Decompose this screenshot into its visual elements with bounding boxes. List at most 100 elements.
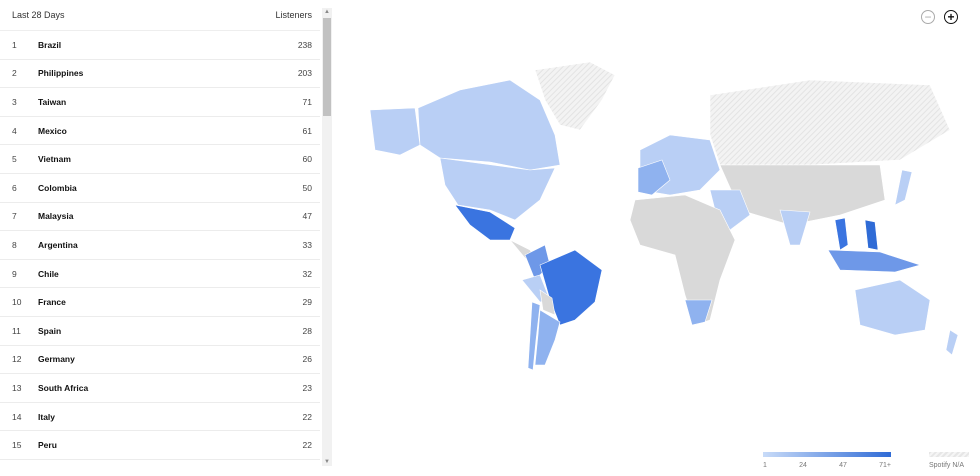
listener-count: 47 xyxy=(302,211,312,222)
country-listeners-table: Last 28 Days Listeners 1 Brazil 238 2 Philip… xyxy=(0,0,320,476)
table-header: Last 28 Days Listeners xyxy=(0,0,320,31)
rank: 11 xyxy=(12,325,21,336)
table-row[interactable]: 9 Chile 32 xyxy=(0,260,320,289)
period-header: Last 28 Days xyxy=(12,10,65,20)
rank: 13 xyxy=(12,382,22,393)
minus-circle-icon: − xyxy=(924,10,932,24)
listener-count: 29 xyxy=(302,297,312,308)
country-name: Chile xyxy=(38,268,59,279)
country-name: Malaysia xyxy=(38,211,74,222)
table-row[interactable]: 3 Taiwan 71 xyxy=(0,88,320,117)
world-map[interactable] xyxy=(340,40,980,380)
listener-count: 50 xyxy=(302,182,312,193)
table-row[interactable]: 11 Spain 28 xyxy=(0,317,320,346)
legend-gradient xyxy=(763,452,891,457)
plus-circle-icon: + xyxy=(947,10,955,24)
region-middle-east[interactable] xyxy=(709,189,751,231)
country-name: Philippines xyxy=(38,68,84,79)
region-new-zealand[interactable] xyxy=(945,329,959,356)
table-row[interactable]: 5 Vietnam 60 xyxy=(0,145,320,174)
region-south-africa[interactable] xyxy=(684,299,713,326)
map-legend: 1 24 47 71+ xyxy=(763,452,891,469)
listener-count: 238 xyxy=(297,39,312,50)
zoom-in-button[interactable]: + xyxy=(944,10,958,24)
rank: 2 xyxy=(12,68,17,79)
scroll-down-icon[interactable]: ▼ xyxy=(324,459,330,465)
region-japan[interactable] xyxy=(894,169,913,206)
region-greenland[interactable] xyxy=(534,61,616,131)
region-philippines[interactable] xyxy=(864,219,879,251)
table-row[interactable]: 6 Colombia 50 xyxy=(0,174,320,203)
scrollbar-thumb[interactable] xyxy=(323,18,331,116)
country-name: Vietnam xyxy=(38,154,71,165)
region-bolivia[interactable] xyxy=(539,289,556,316)
region-malaysia-indonesia[interactable] xyxy=(827,249,922,273)
region-australia[interactable] xyxy=(854,279,931,336)
table-row[interactable]: 15 Peru 22 xyxy=(0,431,320,460)
listener-count: 33 xyxy=(302,239,312,250)
country-name: Spain xyxy=(38,325,62,336)
country-name: France xyxy=(38,297,66,308)
table-row[interactable]: 10 France 29 xyxy=(0,288,320,317)
rank: 1 xyxy=(12,39,17,50)
na-label: Spotify N/A xyxy=(929,462,965,469)
table-row[interactable]: 7 Malaysia 47 xyxy=(0,203,320,232)
country-name: Taiwan xyxy=(38,96,67,107)
country-name: Germany xyxy=(38,354,75,365)
zoom-out-button[interactable]: − xyxy=(921,10,935,24)
listener-count: 22 xyxy=(302,411,312,422)
rank: 8 xyxy=(12,239,17,250)
country-name: Brazil xyxy=(38,39,62,50)
table-row[interactable]: 14 Italy 22 xyxy=(0,403,320,432)
country-name: Colombia xyxy=(38,182,77,193)
rank: 7 xyxy=(12,211,17,222)
listener-count: 22 xyxy=(302,440,312,451)
country-name: Peru xyxy=(38,440,57,451)
rank: 15 xyxy=(12,440,22,451)
rank: 14 xyxy=(12,411,22,422)
table-row[interactable]: 1 Brazil 238 xyxy=(0,31,320,60)
region-canada[interactable] xyxy=(417,79,561,171)
region-vietnam[interactable] xyxy=(834,217,849,251)
rank: 10 xyxy=(12,297,22,308)
rank: 5 xyxy=(12,154,17,165)
legend-tick: 24 xyxy=(799,462,807,469)
na-swatch xyxy=(929,452,969,457)
region-usa[interactable] xyxy=(439,157,556,221)
country-name: Italy xyxy=(38,411,56,422)
legend-tick: 47 xyxy=(839,462,847,469)
table-row[interactable]: 8 Argentina 33 xyxy=(0,231,320,260)
country-name: Argentina xyxy=(38,239,78,250)
table-row[interactable]: 2 Philippines 203 xyxy=(0,60,320,89)
listener-count: 28 xyxy=(302,325,312,336)
rank: 4 xyxy=(12,125,17,136)
country-name: Mexico xyxy=(38,125,67,136)
listener-count: 71 xyxy=(302,96,312,107)
country-name: South Africa xyxy=(38,382,89,393)
listener-count: 32 xyxy=(302,268,312,279)
table-row[interactable]: 13 South Africa 23 xyxy=(0,374,320,403)
region-chile[interactable] xyxy=(527,301,541,371)
legend-na: Spotify N/A xyxy=(929,452,969,469)
rank: 12 xyxy=(12,354,22,365)
region-russia[interactable] xyxy=(709,79,951,166)
table-row[interactable]: 4 Mexico 61 xyxy=(0,117,320,146)
legend-tick: 71+ xyxy=(879,462,891,469)
table-row[interactable]: 12 Germany 26 xyxy=(0,346,320,375)
scroll-up-icon[interactable]: ▲ xyxy=(324,9,330,15)
region-india[interactable] xyxy=(779,209,811,246)
region-africa[interactable] xyxy=(629,194,736,326)
legend-tick: 1 xyxy=(763,462,767,469)
listener-count: 60 xyxy=(302,154,312,165)
table-scrollbar[interactable]: ▲ ▼ xyxy=(322,8,332,466)
region-argentina[interactable] xyxy=(534,309,561,366)
listener-count: 61 xyxy=(302,125,312,136)
rank: 6 xyxy=(12,182,17,193)
rank: 3 xyxy=(12,96,17,107)
region-brazil[interactable] xyxy=(539,249,603,326)
region-alaska[interactable] xyxy=(369,107,421,156)
rank: 9 xyxy=(12,268,17,279)
listener-count: 23 xyxy=(302,382,312,393)
region-spain-france[interactable] xyxy=(637,159,671,196)
listeners-header: Listeners xyxy=(275,10,312,20)
